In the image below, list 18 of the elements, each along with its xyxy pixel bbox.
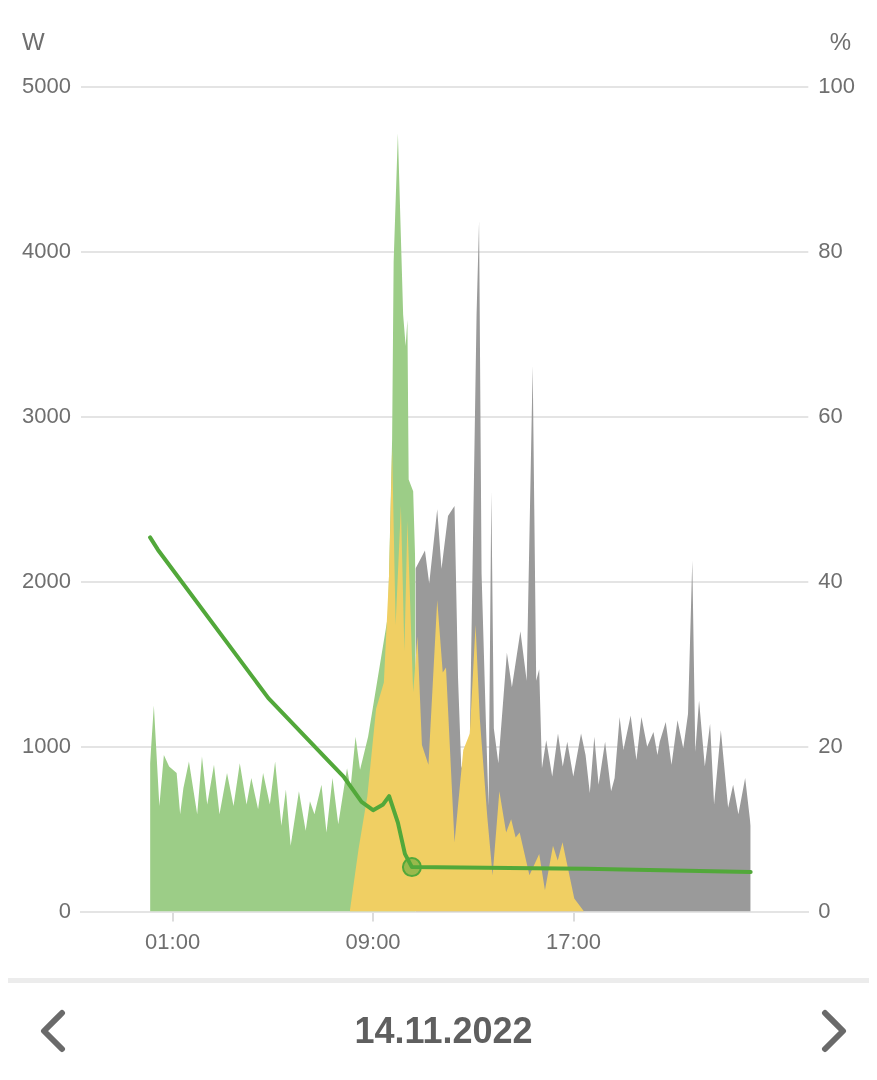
y-tick-label: 5000 [21,73,71,99]
y2-axis-title: % [829,28,851,57]
y2-tick-label: 40 [818,567,843,593]
y2-tick-label: 80 [818,238,843,264]
y2-tick-label: 0 [818,897,831,923]
y-tick-label: 1000 [21,732,71,758]
y-axis-title: W [22,28,45,57]
x-tick-label: 17:00 [546,928,602,954]
text: 14.11.2022 [354,1010,533,1052]
y2-tick-label: 20 [818,732,843,758]
y-tick-label: 0 [58,897,71,923]
x-tick-label: 09:00 [345,928,401,954]
y2-tick-label: 100 [818,73,856,99]
y-tick-label: 3000 [21,403,71,429]
y2-tick-label: 60 [818,403,843,429]
x-tick-label: 01:00 [145,928,201,954]
y-tick-label: 4000 [21,238,71,264]
y-tick-label: 2000 [21,567,71,593]
